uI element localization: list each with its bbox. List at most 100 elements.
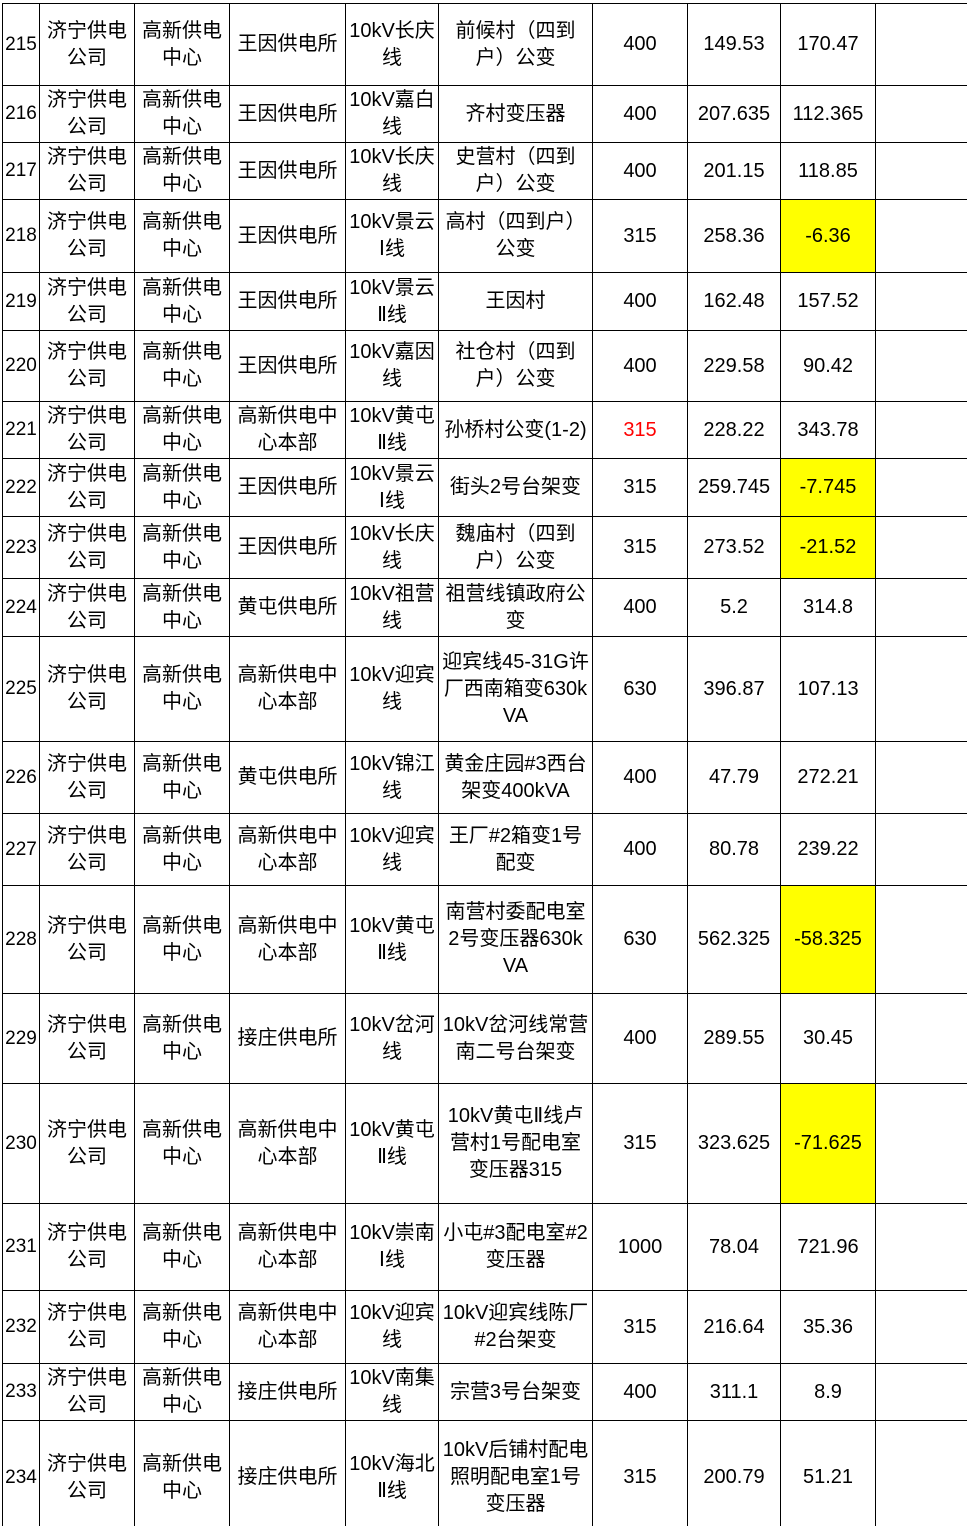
table-row: 217 济宁供电公司 高新供电中心 王因供电所 10kV长庆线 史营村（四到户）公变 400… <box>2 142 967 200</box>
company-cell: 济宁供电公司 <box>39 458 135 517</box>
supply-station-cell: 高新供电中心本部 <box>229 636 346 742</box>
row-number-cell: 221 <box>2 401 40 459</box>
table-row: 234 济宁供电公司 高新供电中心 接庄供电所 10kV海北Ⅱ线 10kV后铺村配电照明配… <box>2 1420 967 1526</box>
line-name-cell: 10kV景云Ⅰ线 <box>345 199 439 273</box>
supply-station-cell: 接庄供电所 <box>229 1420 346 1526</box>
company-cell: 济宁供电公司 <box>39 1420 135 1526</box>
margin-value-cell: 118.85 <box>780 142 876 200</box>
line-name-cell: 10kV迎宾线 <box>345 813 439 886</box>
transformer-name-cell: 高村（四到户）公变 <box>438 199 593 273</box>
load-value-cell: 5.2 <box>687 578 781 637</box>
supply-station-cell: 王因供电所 <box>229 85 346 143</box>
supply-center-cell: 高新供电中心 <box>134 199 230 273</box>
capacity-cell: 400 <box>592 85 688 143</box>
row-number-cell: 230 <box>2 1083 40 1204</box>
load-value-cell: 162.48 <box>687 272 781 331</box>
transformer-name-cell: 魏庙村（四到户）公变 <box>438 516 593 579</box>
supply-station-cell: 王因供电所 <box>229 458 346 517</box>
company-cell: 济宁供电公司 <box>39 993 135 1084</box>
load-value-cell: 289.55 <box>687 993 781 1084</box>
load-value-cell: 396.87 <box>687 636 781 742</box>
supply-center-cell: 高新供电中心 <box>134 1363 230 1421</box>
line-name-cell: 10kV迎宾线 <box>345 1290 439 1364</box>
load-value-cell: 201.15 <box>687 142 781 200</box>
load-value-cell: 216.64 <box>687 1290 781 1364</box>
supply-station-cell: 王因供电所 <box>229 516 346 579</box>
company-cell: 济宁供电公司 <box>39 199 135 273</box>
supply-center-cell: 高新供电中心 <box>134 1083 230 1204</box>
row-number-cell: 217 <box>2 142 40 200</box>
capacity-cell: 400 <box>592 578 688 637</box>
company-cell: 济宁供电公司 <box>39 813 135 886</box>
row-number-cell: 232 <box>2 1290 40 1364</box>
note-cell <box>875 1420 967 1526</box>
supply-center-cell: 高新供电中心 <box>134 401 230 459</box>
table-row: 231 济宁供电公司 高新供电中心 高新供电中心本部 10kV崇南Ⅰ线 小屯#3配电室#2… <box>2 1203 967 1291</box>
table-row: 223 济宁供电公司 高新供电中心 王因供电所 10kV长庆线 魏庙村（四到户）公变 315… <box>2 516 967 579</box>
row-number-cell: 218 <box>2 199 40 273</box>
line-name-cell: 10kV祖营线 <box>345 578 439 637</box>
note-cell <box>875 1203 967 1291</box>
capacity-cell: 400 <box>592 330 688 402</box>
supply-station-cell: 高新供电中心本部 <box>229 1083 346 1204</box>
table-row: 224 济宁供电公司 高新供电中心 黄屯供电所 10kV祖营线 祖营线镇政府公变 400 5.… <box>2 578 967 637</box>
row-number-cell: 229 <box>2 993 40 1084</box>
table-row: 227 济宁供电公司 高新供电中心 高新供电中心本部 10kV迎宾线 王厂#2箱变1号配变… <box>2 813 967 886</box>
company-cell: 济宁供电公司 <box>39 741 135 814</box>
supply-station-cell: 高新供电中心本部 <box>229 885 346 994</box>
supply-station-cell: 高新供电中心本部 <box>229 1203 346 1291</box>
supply-center-cell: 高新供电中心 <box>134 142 230 200</box>
table-row: 222 济宁供电公司 高新供电中心 王因供电所 10kV景云Ⅰ线 街头2号台架变 315 25… <box>2 458 967 517</box>
line-name-cell: 10kV长庆线 <box>345 3 439 86</box>
load-value-cell: 228.22 <box>687 401 781 459</box>
supply-station-cell: 高新供电中心本部 <box>229 813 346 886</box>
supply-station-cell: 王因供电所 <box>229 199 346 273</box>
transformer-name-cell: 王厂#2箱变1号配变 <box>438 813 593 886</box>
margin-value-cell: 239.22 <box>780 813 876 886</box>
load-value-cell: 207.635 <box>687 85 781 143</box>
note-cell <box>875 3 967 86</box>
table-row: 216 济宁供电公司 高新供电中心 王因供电所 10kV嘉白线 齐村变压器 400 207.6… <box>2 85 967 143</box>
transformer-name-cell: 南营村委配电室2号变压器630kVA <box>438 885 593 994</box>
load-value-cell: 323.625 <box>687 1083 781 1204</box>
row-number-cell: 219 <box>2 272 40 331</box>
table-row: 228 济宁供电公司 高新供电中心 高新供电中心本部 10kV黄屯Ⅱ线 南营村委配电室2号… <box>2 885 967 994</box>
load-value-cell: 47.79 <box>687 741 781 814</box>
transformer-name-cell: 小屯#3配电室#2变压器 <box>438 1203 593 1291</box>
row-number-cell: 220 <box>2 330 40 402</box>
table-row: 233 济宁供电公司 高新供电中心 接庄供电所 10kV南集线 宗营3号台架变 400 311… <box>2 1363 967 1421</box>
supply-center-cell: 高新供电中心 <box>134 85 230 143</box>
table-row: 232 济宁供电公司 高新供电中心 高新供电中心本部 10kV迎宾线 10kV迎宾线陈厂#… <box>2 1290 967 1364</box>
note-cell <box>875 578 967 637</box>
table-body: 215 济宁供电公司 高新供电中心 王因供电所 10kV长庆线 前候村（四到户）公变 400… <box>2 3 967 1526</box>
supply-center-cell: 高新供电中心 <box>134 636 230 742</box>
transformer-name-cell: 齐村变压器 <box>438 85 593 143</box>
capacity-cell: 315 <box>592 516 688 579</box>
supply-center-cell: 高新供电中心 <box>134 516 230 579</box>
supply-station-cell: 王因供电所 <box>229 330 346 402</box>
capacity-cell: 630 <box>592 885 688 994</box>
table-row: 221 济宁供电公司 高新供电中心 高新供电中心本部 10kV黄屯Ⅱ线 孙桥村公变(1-2… <box>2 401 967 459</box>
transformer-name-cell: 前候村（四到户）公变 <box>438 3 593 86</box>
company-cell: 济宁供电公司 <box>39 1290 135 1364</box>
company-cell: 济宁供电公司 <box>39 578 135 637</box>
transformer-name-cell: 黄金庄园#3西台架变400kVA <box>438 741 593 814</box>
margin-value-cell: -7.745 <box>780 458 876 517</box>
load-value-cell: 200.79 <box>687 1420 781 1526</box>
load-value-cell: 149.53 <box>687 3 781 86</box>
row-number-cell: 233 <box>2 1363 40 1421</box>
supply-station-cell: 王因供电所 <box>229 272 346 331</box>
supply-center-cell: 高新供电中心 <box>134 993 230 1084</box>
row-number-cell: 227 <box>2 813 40 886</box>
note-cell <box>875 1363 967 1421</box>
transformer-name-cell: 街头2号台架变 <box>438 458 593 517</box>
line-name-cell: 10kV黄屯Ⅱ线 <box>345 885 439 994</box>
capacity-cell: 400 <box>592 741 688 814</box>
load-value-cell: 78.04 <box>687 1203 781 1291</box>
note-cell <box>875 741 967 814</box>
note-cell <box>875 142 967 200</box>
row-number-cell: 215 <box>2 3 40 86</box>
note-cell <box>875 1083 967 1204</box>
capacity-cell: 315 <box>592 199 688 273</box>
